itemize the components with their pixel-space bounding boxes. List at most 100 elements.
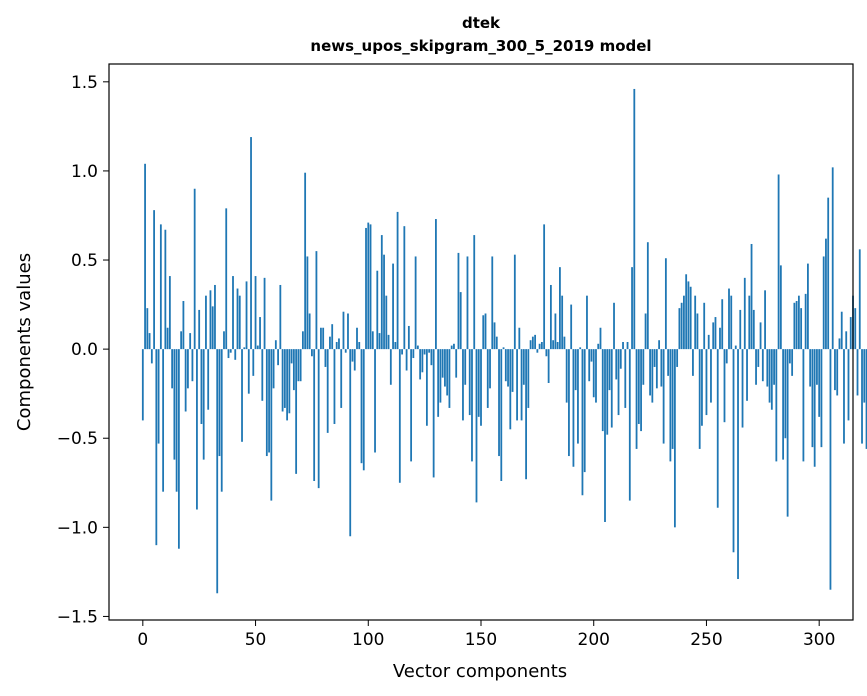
bar bbox=[827, 197, 830, 350]
bar bbox=[858, 249, 861, 350]
y-axis-title: Components values bbox=[14, 253, 35, 431]
bar bbox=[556, 342, 559, 350]
y-tick-label: 0.0 bbox=[71, 340, 98, 360]
bar bbox=[849, 317, 852, 350]
bar bbox=[577, 349, 579, 444]
bar bbox=[822, 256, 825, 350]
bar bbox=[766, 349, 769, 387]
bar bbox=[279, 284, 282, 350]
bar bbox=[536, 349, 539, 353]
bar bbox=[446, 349, 449, 396]
bar bbox=[581, 349, 584, 496]
bar bbox=[430, 349, 433, 366]
bar bbox=[741, 349, 744, 428]
bar bbox=[671, 349, 674, 449]
bar bbox=[200, 349, 203, 424]
bar bbox=[624, 349, 627, 408]
bar bbox=[486, 349, 489, 408]
bar bbox=[193, 188, 196, 350]
bar bbox=[263, 277, 266, 350]
y-axis-ticks: −1.5 −1.0 −0.5 0.0 0.5 1.0 1.5 bbox=[57, 73, 109, 627]
bar bbox=[252, 349, 255, 376]
bar bbox=[800, 308, 803, 350]
bar bbox=[448, 349, 451, 408]
bar bbox=[277, 349, 279, 366]
bar bbox=[568, 349, 570, 457]
bar bbox=[631, 267, 633, 350]
bar bbox=[396, 211, 399, 350]
bar bbox=[338, 338, 340, 350]
bar bbox=[547, 349, 550, 383]
bar bbox=[416, 345, 419, 350]
bar bbox=[171, 349, 174, 389]
bar bbox=[840, 311, 843, 350]
bar bbox=[378, 333, 381, 350]
bar bbox=[484, 313, 487, 350]
bar bbox=[649, 349, 651, 396]
bar bbox=[655, 349, 658, 389]
bar bbox=[166, 327, 169, 350]
bar bbox=[775, 349, 778, 462]
bar bbox=[836, 349, 839, 396]
bar bbox=[180, 331, 183, 350]
bar bbox=[243, 347, 246, 350]
bar bbox=[281, 349, 284, 412]
bar bbox=[480, 349, 482, 426]
bar bbox=[572, 349, 575, 467]
bar bbox=[423, 349, 426, 355]
bar bbox=[205, 295, 207, 350]
bar bbox=[482, 315, 485, 350]
bar bbox=[549, 284, 552, 350]
chart-title-line1: dtek bbox=[462, 14, 501, 32]
bar bbox=[782, 349, 785, 460]
bar bbox=[177, 349, 180, 549]
bar bbox=[680, 302, 683, 350]
bar bbox=[797, 295, 800, 350]
bar bbox=[615, 349, 618, 380]
bar bbox=[227, 349, 230, 359]
bar bbox=[259, 317, 261, 350]
bar bbox=[290, 349, 293, 364]
bar bbox=[412, 349, 415, 359]
bar bbox=[816, 349, 818, 385]
bar bbox=[788, 349, 791, 364]
bar bbox=[301, 331, 304, 350]
bar bbox=[218, 349, 221, 457]
bar bbox=[732, 349, 735, 553]
bar bbox=[462, 349, 464, 421]
bar bbox=[265, 349, 268, 457]
bar bbox=[692, 349, 694, 376]
bar bbox=[561, 295, 564, 350]
bar bbox=[214, 284, 216, 350]
bar bbox=[175, 349, 178, 492]
bar bbox=[344, 349, 347, 353]
bar bbox=[313, 349, 316, 481]
bar bbox=[466, 256, 469, 350]
x-tick-label: 250 bbox=[690, 630, 722, 650]
bar bbox=[141, 349, 144, 421]
bar bbox=[425, 349, 428, 426]
bar bbox=[500, 349, 503, 481]
y-tick-label: 1.0 bbox=[71, 162, 98, 182]
bar bbox=[809, 349, 812, 387]
bar bbox=[599, 327, 602, 350]
x-axis-title: Vector components bbox=[393, 661, 567, 682]
bar bbox=[748, 295, 751, 350]
bar bbox=[669, 349, 672, 462]
bar bbox=[554, 313, 557, 350]
bar bbox=[752, 309, 755, 350]
bar bbox=[710, 349, 712, 403]
bar bbox=[304, 172, 307, 350]
bar bbox=[786, 349, 789, 517]
bar bbox=[435, 219, 437, 350]
bar bbox=[531, 336, 534, 350]
bar bbox=[768, 349, 771, 403]
bar bbox=[207, 349, 210, 410]
bar bbox=[811, 349, 814, 448]
bar bbox=[856, 349, 859, 396]
bar bbox=[779, 265, 782, 350]
bar bbox=[608, 349, 611, 391]
bar bbox=[383, 254, 385, 350]
bar bbox=[236, 288, 239, 350]
